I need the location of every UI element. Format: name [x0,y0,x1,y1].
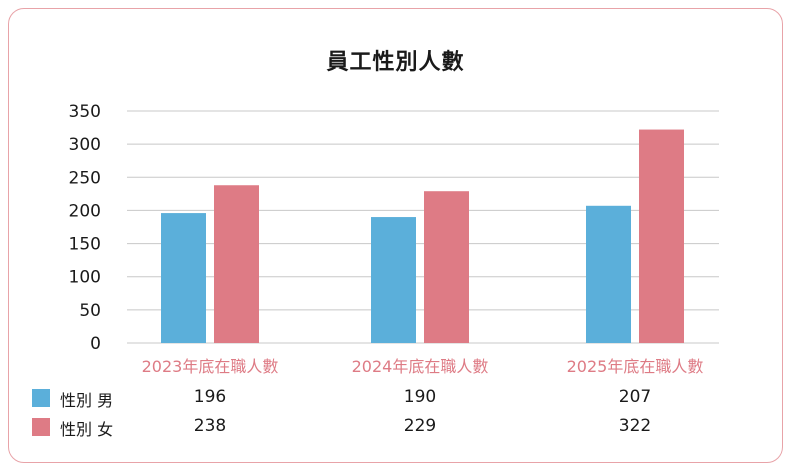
x-category-label: 2024年底在職人數 [352,357,489,376]
table-row-male: 性別 男 196 190 207 [0,385,791,411]
bar-female [214,185,259,343]
y-tick-label: 100 [69,268,101,288]
row-label-male: 性別 男 [60,391,114,410]
y-tick-label: 150 [69,235,101,255]
y-tick-label: 200 [69,201,101,221]
legend-swatch-female [32,418,50,436]
bar-female [424,191,469,343]
legend-swatch-male [32,389,50,407]
table-cell: 238 [193,416,227,436]
y-tick-label: 50 [79,301,101,321]
bar-male [371,217,416,343]
bar-male [586,205,631,343]
y-tick-label: 250 [69,168,101,188]
category-labels: 2023年底在職人數 2024年底在職人數 2025年底在職人數 [142,357,704,376]
bar-male [161,213,206,343]
chart-title: 員工性別人數 [326,50,465,75]
table-cell: 322 [618,416,652,436]
table-cell: 196 [193,387,227,407]
y-tick-label: 300 [69,135,101,155]
y-axis-ticks: 350 300 250 200 150 100 50 0 [69,102,101,354]
bar-female [639,129,684,343]
table-cell: 190 [403,387,437,407]
x-category-label: 2025年底在職人數 [567,357,704,376]
table-row-female: 性別 女 238 229 322 [0,414,791,440]
table-cell: 207 [618,387,652,407]
y-tick-label: 0 [90,334,101,354]
row-label-female: 性別 女 [60,420,114,439]
x-category-label: 2023年底在職人數 [142,357,279,376]
table-cell: 229 [403,416,437,436]
y-tick-label: 350 [69,102,101,122]
bars [161,129,684,343]
